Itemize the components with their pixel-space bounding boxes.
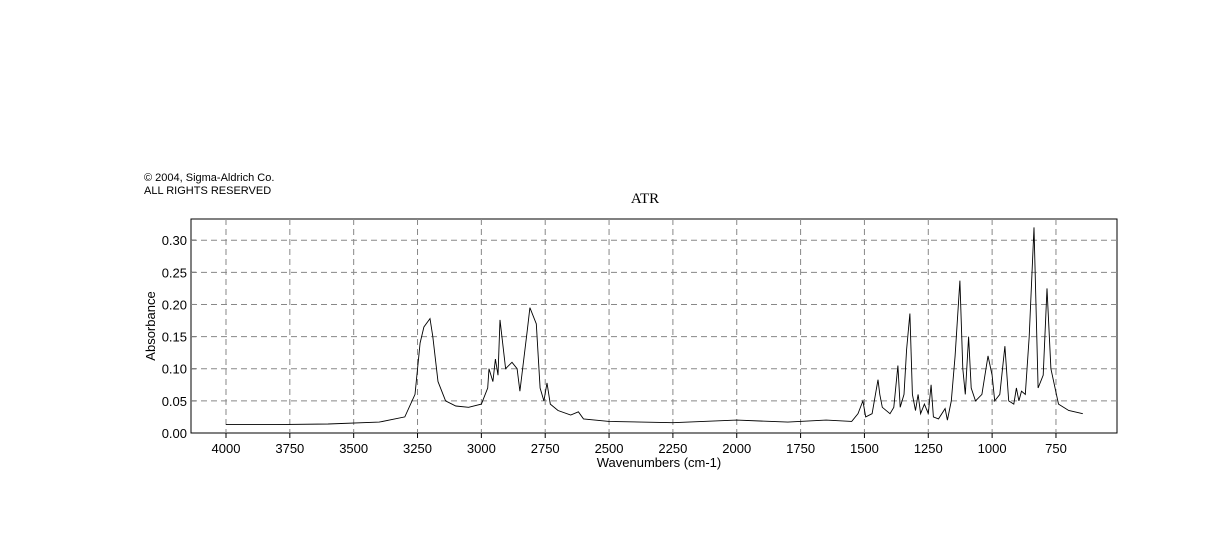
x-tick-label: 4000 xyxy=(212,441,241,456)
y-tick-label: 0.20 xyxy=(162,297,187,312)
y-tick-label: 0.00 xyxy=(162,426,187,441)
x-tick-label: 1250 xyxy=(914,441,943,456)
y-tick-label: 0.05 xyxy=(162,394,187,409)
x-tick-label: 750 xyxy=(1045,441,1067,456)
y-axis-label: Absorbance xyxy=(143,291,158,360)
x-tick-label: 2500 xyxy=(595,441,624,456)
y-tick-label: 0.10 xyxy=(162,362,187,377)
chart-title: ATR xyxy=(631,191,659,207)
y-tick-label: 0.25 xyxy=(162,265,187,280)
x-tick-label: 1750 xyxy=(786,441,815,456)
y-tick-label: 0.30 xyxy=(162,233,187,248)
spectrum-line xyxy=(226,227,1083,426)
x-tick-label: 2250 xyxy=(658,441,687,456)
x-tick-label: 3000 xyxy=(467,441,496,456)
x-tick-label: 2000 xyxy=(722,441,751,456)
x-axis-label: Wavenumbers (cm-1) xyxy=(597,455,721,470)
x-tick-label: 3250 xyxy=(403,441,432,456)
copyright: ALL RIGHTS RESERVED xyxy=(144,185,271,197)
x-tick-label: 3500 xyxy=(339,441,368,456)
x-tick-label: 2750 xyxy=(531,441,560,456)
x-tick-label: 1000 xyxy=(978,441,1007,456)
x-tick-label: 1500 xyxy=(850,441,879,456)
copyright: © 2004, Sigma-Aldrich Co. xyxy=(144,172,274,184)
x-tick-label: 3750 xyxy=(275,441,304,456)
plot-frame xyxy=(190,218,1118,434)
y-tick-label: 0.15 xyxy=(162,330,187,345)
